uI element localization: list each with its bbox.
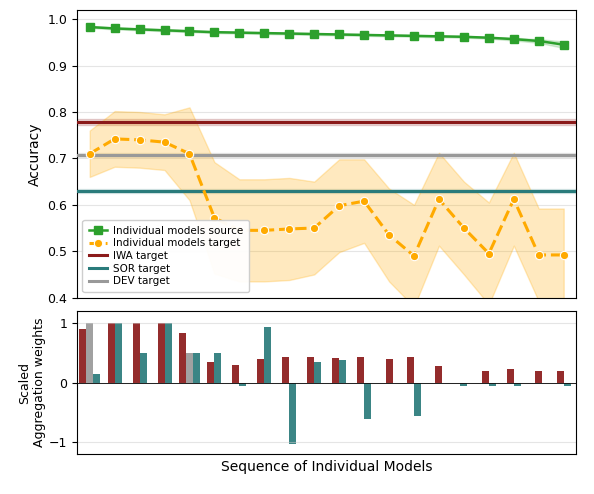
Bar: [564, 382, 571, 385]
Individual models source: [485, 35, 492, 41]
Individual models source: [535, 38, 542, 44]
Individual models source: [560, 41, 567, 47]
X-axis label: Sequence of Individual Models: Sequence of Individual Models: [221, 460, 432, 474]
Bar: [264, 327, 271, 382]
Bar: [193, 353, 200, 382]
Individual models target: [211, 215, 218, 221]
Individual models target: [410, 253, 418, 259]
Individual models target: [485, 250, 492, 256]
Individual models target: [510, 196, 517, 202]
Bar: [132, 323, 140, 382]
Individual models target: [535, 252, 542, 258]
Bar: [514, 382, 521, 385]
Individual models source: [86, 24, 93, 30]
Individual models target: [161, 139, 168, 145]
Individual models target: [111, 136, 118, 142]
Individual models source: [460, 34, 467, 40]
Individual models target: [336, 203, 343, 208]
SOR target: [86, 188, 93, 194]
Bar: [489, 382, 496, 385]
Bar: [93, 373, 100, 382]
Individual models source: [361, 32, 368, 38]
Individual models source: [435, 34, 443, 40]
Bar: [307, 357, 314, 382]
Individual models source: [410, 33, 418, 39]
Individual models source: [211, 29, 218, 35]
Bar: [289, 382, 296, 444]
Bar: [239, 382, 247, 385]
SOR target: [61, 188, 68, 194]
Line: Individual models target: Individual models target: [86, 135, 568, 260]
Bar: [257, 359, 264, 382]
Bar: [364, 382, 371, 418]
Bar: [435, 367, 443, 382]
Individual models source: [186, 28, 193, 34]
Individual models source: [311, 31, 318, 37]
Individual models source: [136, 26, 143, 32]
Bar: [414, 382, 421, 415]
Bar: [186, 353, 193, 382]
Bar: [232, 365, 239, 382]
Bar: [535, 370, 542, 382]
Y-axis label: Accuracy: Accuracy: [28, 122, 42, 186]
Bar: [339, 360, 346, 382]
Individual models target: [435, 196, 443, 202]
Line: Individual models source: Individual models source: [86, 23, 567, 48]
Individual models target: [136, 137, 143, 143]
Bar: [282, 357, 289, 382]
Bar: [79, 329, 86, 382]
Bar: [157, 323, 165, 382]
Bar: [86, 323, 93, 382]
DEV target: [61, 152, 68, 158]
Bar: [407, 357, 414, 382]
Individual models target: [86, 151, 93, 157]
Bar: [332, 358, 339, 382]
Individual models target: [186, 151, 193, 157]
Individual models target: [560, 252, 567, 258]
Individual models target: [361, 198, 368, 204]
Individual models target: [460, 225, 467, 231]
Individual models target: [261, 227, 268, 233]
Legend: Individual models source, Individual models target, IWA target, SOR target, DEV : Individual models source, Individual mod…: [83, 219, 249, 292]
Individual models source: [236, 30, 243, 36]
Bar: [140, 353, 147, 382]
Bar: [460, 382, 467, 385]
IWA target: [86, 119, 93, 125]
Bar: [207, 362, 214, 382]
Bar: [557, 370, 564, 382]
DEV target: [86, 152, 93, 158]
Bar: [482, 370, 489, 382]
Individual models source: [261, 30, 268, 36]
Bar: [507, 370, 514, 382]
Bar: [214, 353, 222, 382]
IWA target: [61, 119, 68, 125]
Bar: [179, 333, 186, 382]
Y-axis label: Scaled
Aggregation weights: Scaled Aggregation weights: [18, 318, 46, 447]
Individual models source: [161, 27, 168, 33]
Individual models source: [386, 33, 393, 39]
Bar: [386, 359, 393, 382]
Bar: [115, 323, 122, 382]
Individual models source: [111, 26, 118, 32]
Bar: [108, 323, 115, 382]
Individual models source: [336, 32, 343, 38]
Individual models target: [236, 227, 243, 233]
Individual models target: [386, 232, 393, 238]
Individual models source: [510, 36, 517, 42]
Individual models target: [311, 225, 318, 231]
Individual models target: [286, 226, 293, 232]
Bar: [314, 362, 321, 382]
Individual models source: [286, 31, 293, 37]
Bar: [165, 323, 172, 382]
Bar: [357, 357, 364, 382]
